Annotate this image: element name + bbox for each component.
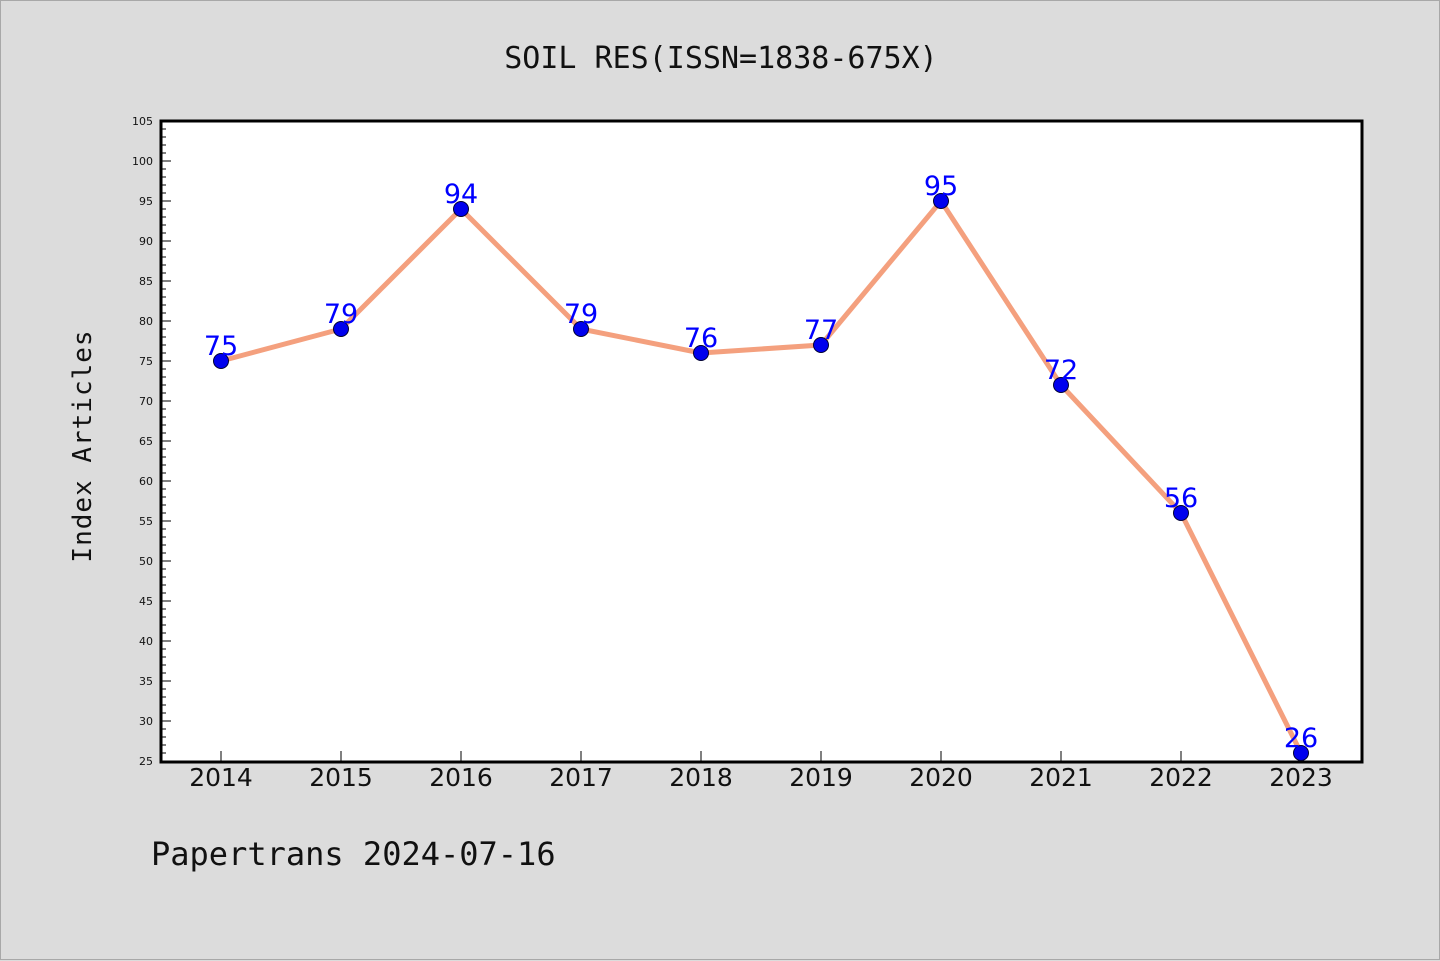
x-tick-label: 2015 [309, 763, 373, 792]
x-tick-label: 2021 [1029, 763, 1093, 792]
data-label: 79 [324, 299, 358, 330]
series-line [218, 198, 1304, 756]
data-label: 79 [564, 299, 598, 330]
data-point [213, 353, 229, 369]
x-tick-label: 2018 [669, 763, 733, 792]
data-point [1293, 745, 1309, 761]
y-axis-label: Index Articles [68, 329, 98, 562]
y-tick-label: 70 [139, 395, 153, 408]
y-tick-label: 40 [139, 635, 153, 648]
y-tick-label: 85 [139, 275, 153, 288]
data-point [1053, 377, 1069, 393]
x-tick-label: 2023 [1269, 763, 1333, 792]
plot-area [159, 119, 1364, 764]
footer-watermark: Papertrans 2024-07-16 [151, 835, 556, 873]
y-tick-label: 55 [139, 515, 153, 528]
data-label: 77 [804, 315, 838, 346]
y-tick-label: 100 [132, 155, 153, 168]
y-tick-label: 65 [139, 435, 153, 448]
data-label: 95 [924, 171, 958, 202]
y-axis-ticks: 25 30 35 40 45 50 55 60 65 70 75 80 85 90 95 100 105 [132, 115, 171, 768]
data-label: 94 [444, 179, 478, 210]
data-point [453, 201, 469, 217]
series-layer [218, 198, 1304, 756]
x-axis-ticks: 2014 2015 2016 2017 2018 2019 2020 2021 2022 2023 [189, 751, 1333, 792]
data-label: 75 [204, 331, 238, 362]
data-label-layer: 75 79 94 79 76 77 95 72 56 26 [204, 171, 1318, 754]
x-tick-label: 2017 [549, 763, 613, 792]
data-label: 76 [684, 323, 718, 354]
data-point [333, 321, 349, 337]
data-point [933, 193, 949, 209]
y-tick-label: 95 [139, 195, 153, 208]
y-tick-label: 75 [139, 355, 153, 368]
x-tick-label: 2022 [1149, 763, 1213, 792]
y-tick-label: 50 [139, 555, 153, 568]
data-point [813, 337, 829, 353]
y-tick-label: 80 [139, 315, 153, 328]
y-tick-label: 35 [139, 675, 153, 688]
data-point [573, 321, 589, 337]
x-tick-label: 2020 [909, 763, 973, 792]
marker-layer [213, 193, 1309, 761]
y-tick-label: 90 [139, 235, 153, 248]
data-label: 26 [1284, 723, 1318, 754]
data-label: 56 [1164, 483, 1198, 514]
data-label: 72 [1044, 355, 1078, 386]
x-tick-label: 2014 [189, 763, 253, 792]
y-tick-label: 45 [139, 595, 153, 608]
x-tick-label: 2019 [789, 763, 853, 792]
data-point [693, 345, 709, 361]
y-tick-label: 30 [139, 715, 153, 728]
y-tick-label: 25 [139, 755, 153, 768]
y-tick-label: 105 [132, 115, 153, 128]
x-tick-label: 2016 [429, 763, 493, 792]
chart-title: SOIL RES(ISSN=1838-675X) [504, 41, 937, 76]
y-tick-label: 60 [139, 475, 153, 488]
data-point [1173, 505, 1189, 521]
